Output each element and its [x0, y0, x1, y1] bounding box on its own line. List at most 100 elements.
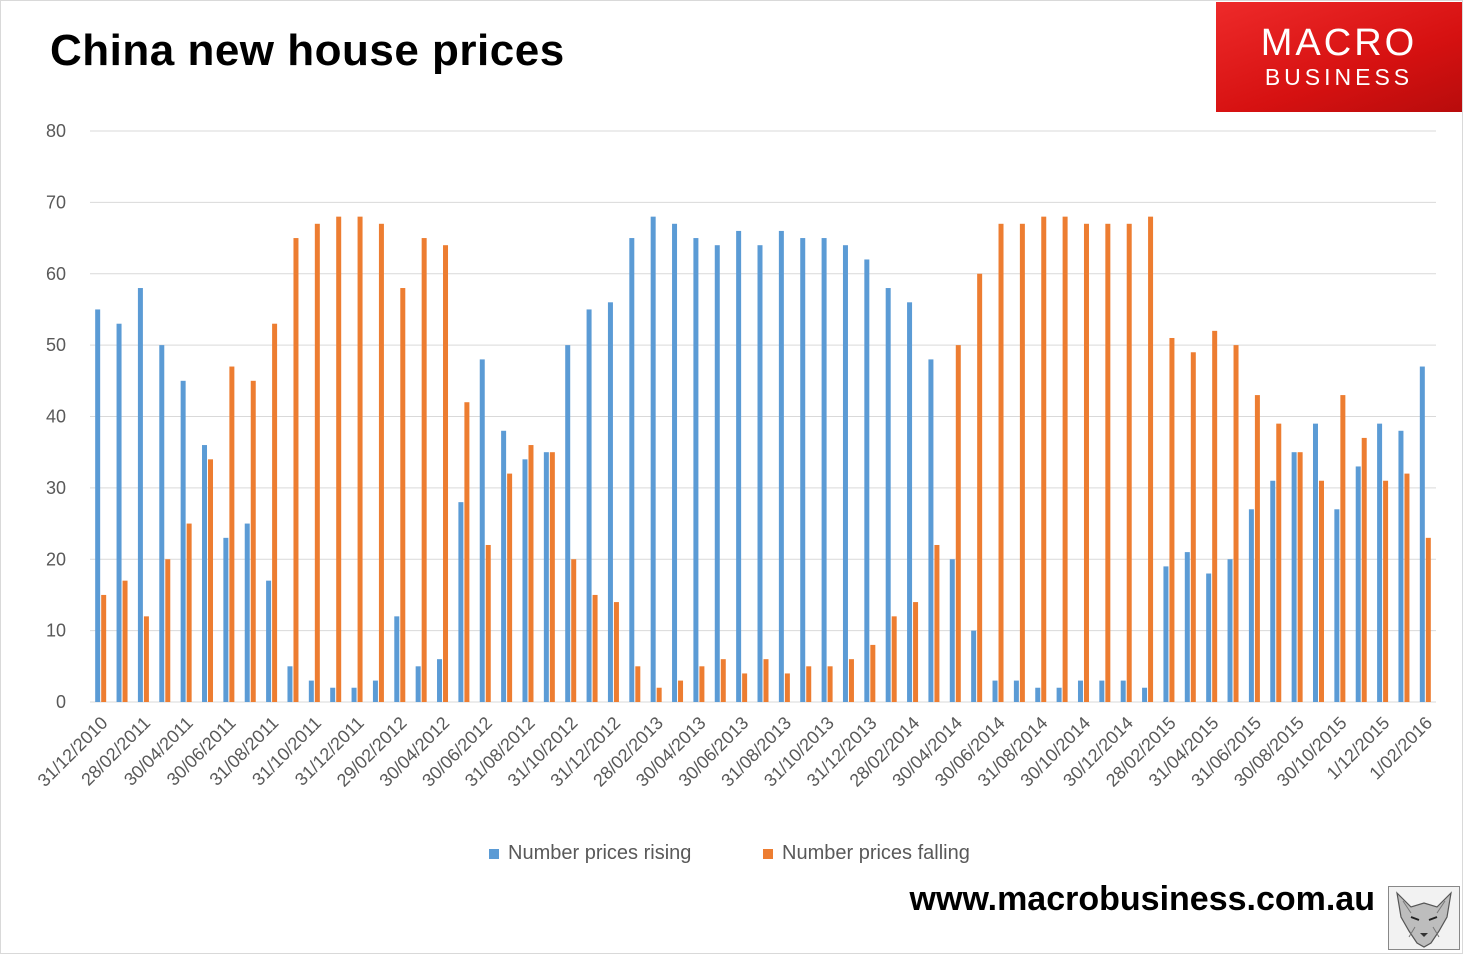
bar-prices-rising — [308, 680, 314, 702]
bar-prices-falling — [1297, 452, 1303, 702]
bar-prices-rising — [864, 259, 870, 702]
bar-prices-rising — [1035, 687, 1041, 702]
bar-prices-falling — [1019, 223, 1025, 703]
bar-prices-falling — [1105, 223, 1111, 703]
legend-item-rising: Number prices rising — [489, 842, 691, 865]
bar-prices-falling — [378, 223, 384, 703]
bar-prices-falling — [1276, 423, 1282, 702]
bar-prices-rising — [1377, 423, 1383, 702]
legend-swatch-rising — [489, 848, 499, 859]
bar-prices-rising — [1206, 573, 1212, 702]
bar-prices-falling — [528, 445, 534, 702]
bar-prices-falling — [1340, 395, 1346, 702]
bar-prices-falling — [1062, 216, 1068, 702]
bar-prices-falling — [1212, 330, 1218, 702]
bar-prices-rising — [885, 288, 891, 702]
bar-prices-rising — [1270, 480, 1276, 702]
bar-prices-falling — [742, 673, 748, 702]
bar-prices-rising — [116, 323, 122, 702]
bar-prices-rising — [437, 659, 443, 702]
bar-prices-falling — [336, 216, 342, 702]
legend-swatch-falling — [763, 848, 773, 859]
bar-prices-falling — [806, 666, 812, 702]
y-tick-label: 50 — [46, 335, 66, 355]
bar-prices-falling — [1169, 337, 1175, 702]
bar-prices-rising — [992, 680, 998, 702]
bar-prices-rising — [1398, 430, 1404, 702]
macro-business-logo: MACRO BUSINESS — [1216, 2, 1462, 112]
bar-prices-falling — [1383, 480, 1389, 702]
bar-prices-rising — [95, 309, 101, 702]
bar-prices-rising — [522, 459, 528, 702]
bar-prices-falling — [208, 459, 214, 702]
bar-prices-falling — [827, 666, 833, 702]
bar-prices-rising — [287, 666, 293, 702]
bars — [95, 216, 1431, 703]
website-url: www.macrobusiness.com.au — [909, 880, 1375, 918]
bar-prices-falling — [250, 380, 256, 702]
bar-prices-rising — [757, 245, 763, 702]
y-axis-tick-labels: 0 10 20 30 40 50 60 70 80 — [46, 121, 66, 712]
bar-prices-rising — [223, 537, 229, 702]
legend-label-falling: Number prices falling — [782, 842, 970, 864]
bar-prices-rising — [372, 680, 378, 702]
bar-prices-falling — [913, 602, 919, 702]
gridlines — [90, 130, 1436, 703]
wolf-mascot-icon — [1388, 886, 1460, 950]
bar-prices-falling — [1404, 473, 1410, 702]
bar-prices-falling — [656, 687, 662, 702]
bar-prices-rising — [244, 523, 250, 702]
bar-prices-falling — [1190, 352, 1196, 702]
y-tick-label: 70 — [46, 192, 66, 212]
chart-title: China new house prices — [50, 26, 565, 75]
bar-prices-rising — [1142, 687, 1148, 702]
bar-prices-rising — [180, 380, 186, 702]
bar-prices-rising — [1355, 466, 1361, 702]
bar-prices-falling — [998, 223, 1004, 703]
bar-prices-rising — [1312, 423, 1318, 702]
bar-prices-falling — [122, 580, 128, 702]
bar-prices-falling — [229, 366, 235, 702]
bar-prices-rising — [1013, 680, 1019, 702]
bar-prices-rising — [330, 687, 336, 702]
bar-prices-falling — [1254, 395, 1260, 702]
bar-prices-falling — [870, 644, 876, 702]
bar-prices-falling — [977, 273, 983, 702]
bar-prices-falling — [1148, 216, 1154, 702]
bar-prices-falling — [1041, 216, 1047, 702]
bar-prices-rising — [693, 238, 699, 702]
y-tick-label: 30 — [46, 478, 66, 498]
bar-prices-falling — [699, 666, 705, 702]
bar-prices-rising — [672, 223, 678, 703]
y-tick-label: 80 — [46, 121, 66, 141]
bar-prices-rising — [629, 238, 635, 702]
bar-prices-falling — [613, 602, 619, 702]
bar-prices-falling — [464, 402, 470, 702]
bar-prices-rising — [714, 245, 720, 702]
bar-prices-falling — [101, 594, 107, 702]
y-tick-label: 60 — [46, 264, 66, 284]
bar-prices-falling — [934, 544, 940, 702]
bar-prices-rising — [202, 445, 208, 702]
bar-prices-rising — [1163, 566, 1169, 702]
bar-prices-falling — [955, 345, 961, 703]
bar-prices-falling — [143, 616, 149, 702]
bar-prices-rising — [458, 502, 464, 702]
legend-label-rising: Number prices rising — [508, 842, 692, 864]
legend: Number prices rising Number prices falli… — [0, 842, 1463, 868]
bar-prices-falling — [421, 238, 427, 702]
y-tick-label: 40 — [46, 407, 66, 427]
bar-prices-rising — [543, 452, 549, 702]
bar-prices-rising — [1184, 552, 1190, 702]
y-tick-label: 10 — [46, 621, 66, 641]
bar-prices-falling — [485, 544, 491, 702]
bar-prices-rising — [928, 359, 934, 702]
y-tick-label: 20 — [46, 549, 66, 569]
logo-line-2: BUSINESS — [1264, 64, 1414, 90]
bar-prices-rising — [501, 430, 507, 702]
bar-prices-rising — [1227, 559, 1233, 702]
bar-prices-rising — [394, 616, 400, 702]
bar-prices-rising — [565, 345, 571, 703]
